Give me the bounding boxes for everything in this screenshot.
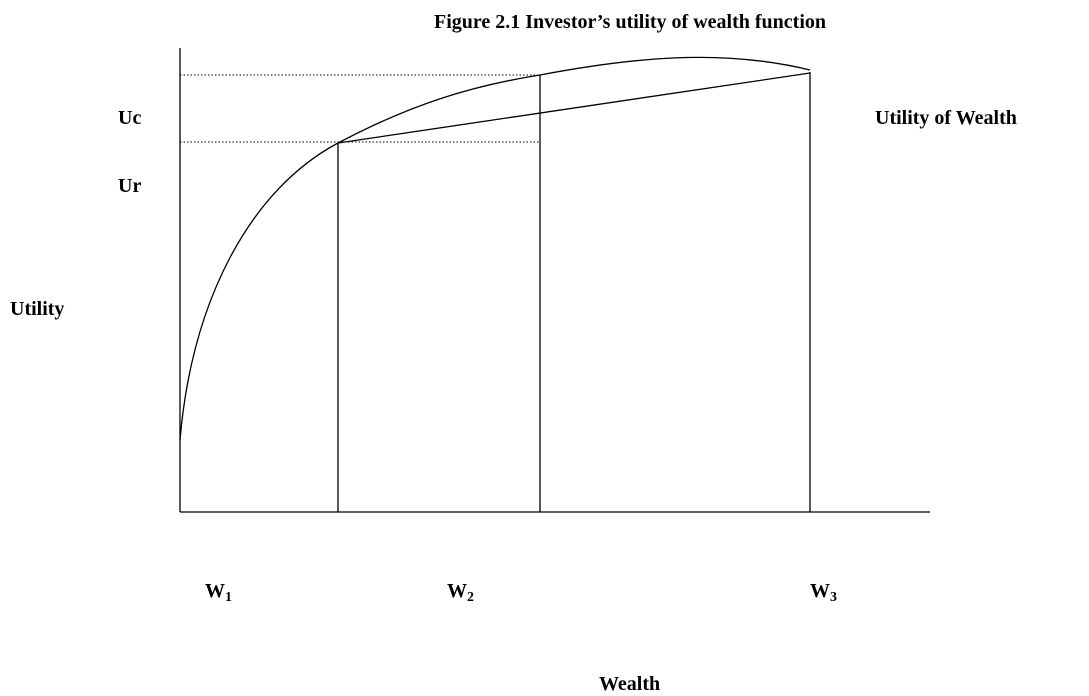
curve-label: Utility of Wealth <box>875 107 1017 129</box>
w2-label: W2 <box>447 580 474 605</box>
title: Figure 2.1 Investor’s utility of wealth … <box>434 11 826 33</box>
w3-label: W3 <box>810 580 837 605</box>
utility-curve <box>179 56 811 441</box>
chord <box>337 72 811 144</box>
x-axis-label: Wealth <box>599 673 660 695</box>
y-axis-label: Utility <box>10 298 64 320</box>
uc-label: Uc <box>118 107 141 129</box>
ur-label: Ur <box>118 175 141 197</box>
w1-label: W1 <box>205 580 232 605</box>
